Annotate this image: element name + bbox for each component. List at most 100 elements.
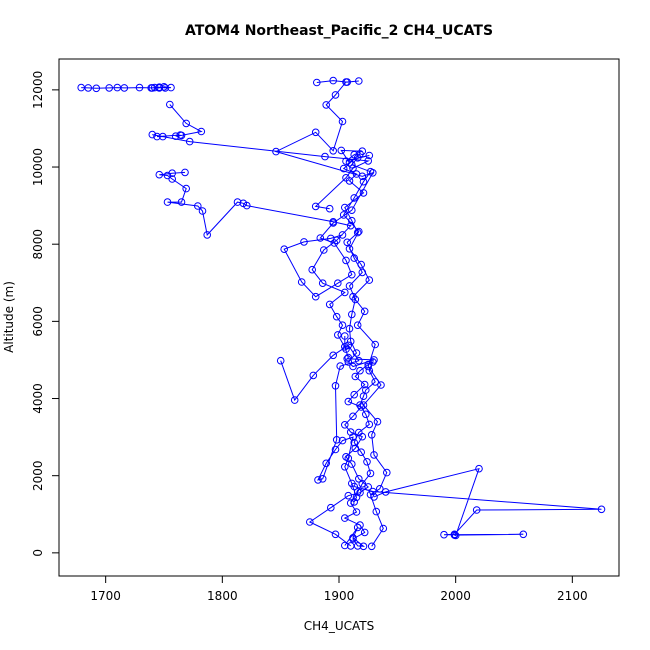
data-point (306, 518, 314, 526)
series-line (308, 360, 376, 547)
data-point (166, 100, 174, 109)
x-tick-label: 2000 (440, 589, 471, 603)
data-point (233, 198, 242, 206)
data-point (370, 356, 378, 364)
data-point (322, 459, 331, 468)
data-point (342, 157, 350, 165)
data-point (163, 198, 172, 206)
data-point (358, 268, 367, 277)
data-point (348, 206, 356, 214)
x-axis: 1700 1800 1900 2000 2100 (90, 576, 588, 603)
data-point (182, 119, 190, 128)
data-point (365, 420, 374, 429)
data-point (342, 78, 350, 86)
data-point (280, 245, 289, 253)
data-point (155, 170, 164, 179)
series-line (159, 171, 352, 350)
y-tick-label: 12000 (31, 71, 45, 109)
data-point (321, 152, 329, 161)
data-point (337, 146, 346, 155)
data-point (349, 534, 357, 542)
data-point (135, 83, 144, 92)
y-axis-label: Altitude (m) (2, 281, 16, 353)
data-point (348, 479, 356, 488)
data-point (297, 278, 306, 286)
series-2 (306, 358, 380, 551)
data-point (334, 331, 342, 339)
series-line (152, 104, 371, 210)
data-point (383, 468, 391, 477)
series-5 (272, 76, 377, 301)
data-point (349, 164, 357, 172)
data-point (120, 84, 129, 92)
data-point (338, 231, 347, 239)
data-point (182, 184, 190, 193)
data-point (344, 454, 353, 463)
data-point (367, 542, 376, 551)
data-point (168, 169, 176, 177)
data-point (343, 355, 352, 363)
data-point (153, 132, 161, 141)
data-point (357, 260, 366, 269)
series-line (354, 467, 602, 537)
data-point (332, 312, 341, 321)
data-point (329, 218, 338, 226)
data-point (198, 207, 207, 215)
data-point (339, 164, 348, 173)
x-tick-label: 1800 (207, 589, 238, 603)
data-point (171, 132, 180, 140)
series-4 (77, 83, 175, 93)
data-point (350, 194, 359, 202)
data-point (331, 530, 340, 539)
data-point (353, 321, 362, 330)
data-point (311, 202, 320, 211)
data-point (346, 337, 355, 346)
data-point (369, 487, 377, 496)
data-point (342, 453, 350, 461)
y-tick-label: 10000 (31, 148, 45, 186)
data-point (314, 476, 322, 484)
data-point (359, 392, 368, 401)
data-point (377, 381, 385, 389)
data-point (365, 366, 374, 375)
data-point (475, 464, 483, 473)
data-point (360, 380, 369, 389)
data-point (344, 341, 353, 350)
data-point (451, 531, 460, 540)
data-point (342, 256, 350, 265)
data-point (352, 508, 361, 516)
data-point (358, 480, 367, 488)
data-point (243, 201, 251, 210)
data-point (147, 84, 155, 92)
data-point (350, 498, 359, 506)
data-point (325, 204, 334, 213)
data-point (341, 541, 349, 550)
data-point (440, 530, 448, 539)
data-point (381, 488, 390, 496)
data-point (355, 475, 363, 483)
data-point (161, 84, 169, 92)
series-6 (148, 100, 373, 213)
data-point (332, 436, 341, 444)
data-point (369, 358, 377, 366)
data-point (329, 147, 338, 155)
data-point (148, 130, 157, 139)
data-point (353, 228, 362, 237)
data-point (348, 460, 356, 468)
data-point (355, 227, 363, 236)
data-point (370, 493, 378, 501)
series-7 (155, 168, 355, 353)
data-point (472, 506, 481, 514)
data-point (342, 174, 350, 182)
data-point (329, 351, 338, 360)
data-point (349, 433, 357, 441)
data-point (357, 448, 366, 457)
data-point (367, 431, 376, 439)
data-point (364, 157, 373, 165)
data-point (331, 445, 340, 454)
data-point (331, 382, 340, 390)
data-point (334, 279, 342, 288)
data-point (318, 475, 327, 483)
data-point (360, 528, 369, 537)
